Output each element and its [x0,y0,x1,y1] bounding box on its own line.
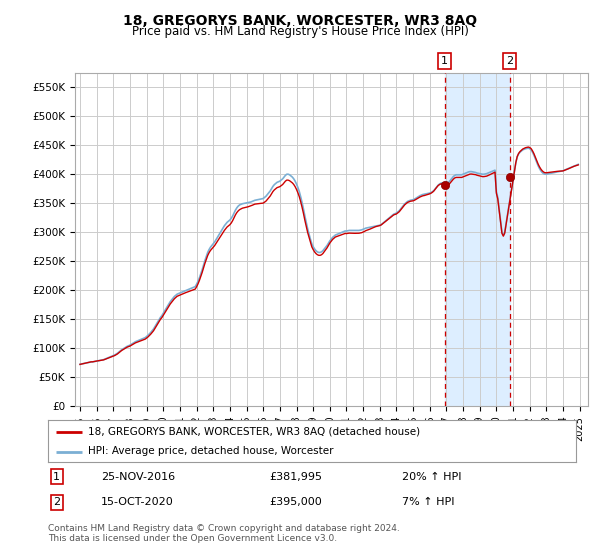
Text: Price paid vs. HM Land Registry's House Price Index (HPI): Price paid vs. HM Land Registry's House … [131,25,469,38]
Text: 18, GREGORYS BANK, WORCESTER, WR3 8AQ: 18, GREGORYS BANK, WORCESTER, WR3 8AQ [123,14,477,28]
Text: HPI: Average price, detached house, Worcester: HPI: Average price, detached house, Worc… [88,446,333,456]
Text: 2: 2 [53,497,61,507]
Text: £395,000: £395,000 [270,497,323,507]
Text: Contains HM Land Registry data © Crown copyright and database right 2024.
This d: Contains HM Land Registry data © Crown c… [48,524,400,543]
Text: 15-OCT-2020: 15-OCT-2020 [101,497,173,507]
Text: 1: 1 [441,56,448,66]
Text: 7% ↑ HPI: 7% ↑ HPI [402,497,454,507]
Text: 1: 1 [53,472,60,482]
Text: £381,995: £381,995 [270,472,323,482]
Text: 25-NOV-2016: 25-NOV-2016 [101,472,175,482]
Text: 18, GREGORYS BANK, WORCESTER, WR3 8AQ (detached house): 18, GREGORYS BANK, WORCESTER, WR3 8AQ (d… [88,427,420,437]
Bar [445,73,509,406]
Text: 20% ↑ HPI: 20% ↑ HPI [402,472,461,482]
Text: 2: 2 [506,56,513,66]
